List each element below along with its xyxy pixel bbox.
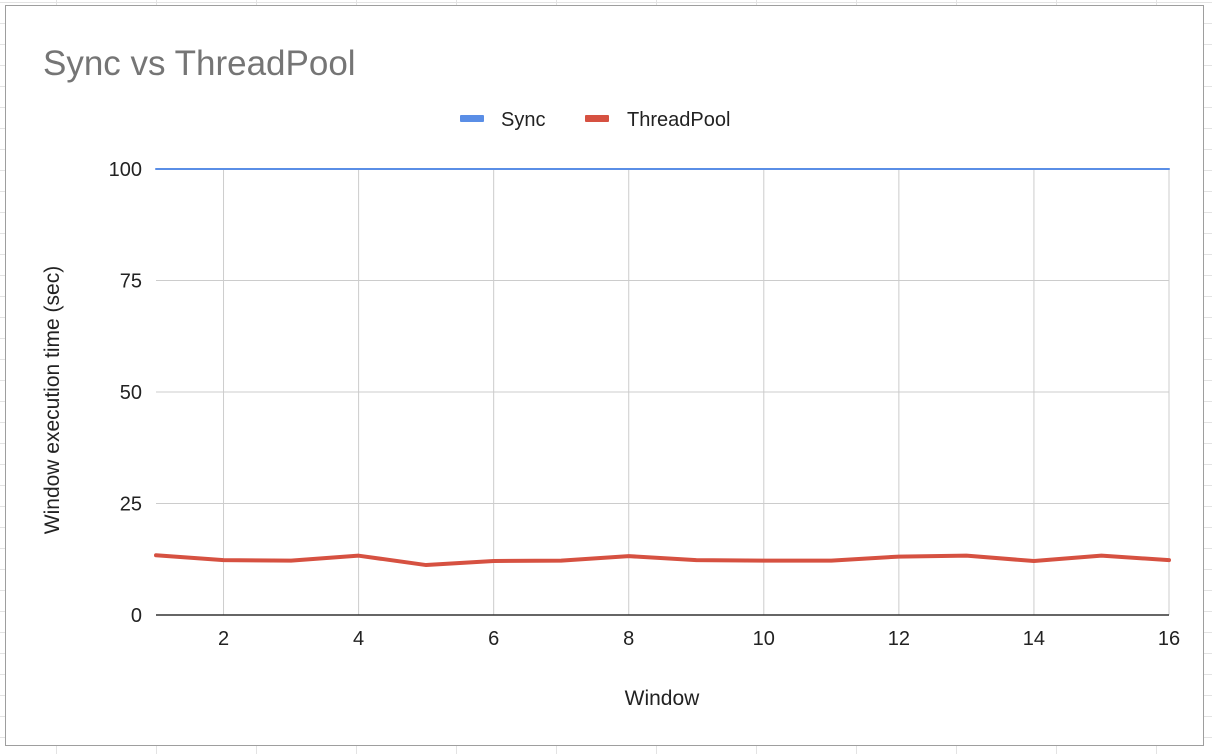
data-point-sync[interactable] [828, 166, 834, 172]
legend-swatch-threadpool [585, 115, 609, 122]
x-tick-label: 14 [1023, 628, 1045, 650]
data-point-threadpool[interactable] [1031, 558, 1037, 564]
data-point-threadpool[interactable] [693, 557, 699, 563]
y-axis-title: Window execution time (sec) [41, 266, 64, 534]
y-axis-ticks: 0 25 50 75 100 [109, 159, 142, 627]
plot-series [153, 166, 1172, 568]
legend-label-threadpool: ThreadPool [627, 109, 730, 131]
legend-item-threadpool[interactable]: ThreadPool [585, 109, 730, 131]
x-tick-label: 8 [623, 628, 634, 650]
x-axis-title: Window [625, 687, 701, 710]
data-point-sync[interactable] [153, 166, 159, 172]
data-point-sync[interactable] [491, 166, 497, 172]
data-point-sync[interactable] [693, 166, 699, 172]
x-tick-label: 4 [353, 628, 364, 650]
data-point-sync[interactable] [626, 166, 632, 172]
data-point-sync[interactable] [761, 166, 767, 172]
data-point-sync[interactable] [1166, 166, 1172, 172]
data-point-sync[interactable] [356, 166, 362, 172]
gridlines [156, 168, 1170, 615]
x-tick-label: 16 [1158, 628, 1180, 650]
data-point-threadpool[interactable] [1166, 557, 1172, 563]
data-point-sync[interactable] [896, 166, 902, 172]
data-point-threadpool[interactable] [221, 557, 227, 563]
data-point-threadpool[interactable] [423, 562, 429, 568]
legend-item-sync[interactable]: Sync [460, 109, 545, 131]
x-tick-label: 2 [218, 628, 229, 650]
data-point-sync[interactable] [558, 166, 564, 172]
data-point-threadpool[interactable] [828, 558, 834, 564]
legend: Sync ThreadPool [460, 109, 730, 131]
data-point-sync[interactable] [423, 166, 429, 172]
data-point-threadpool[interactable] [491, 558, 497, 564]
data-point-threadpool[interactable] [558, 558, 564, 564]
data-point-sync[interactable] [1098, 166, 1104, 172]
data-point-threadpool[interactable] [288, 558, 294, 564]
y-tick-label: 0 [131, 605, 142, 627]
legend-label-sync: Sync [501, 109, 545, 131]
data-point-threadpool[interactable] [963, 553, 969, 559]
data-point-threadpool[interactable] [153, 552, 159, 558]
legend-swatch-sync [460, 115, 484, 122]
data-point-sync[interactable] [288, 166, 294, 172]
chart-title: Sync vs ThreadPool [43, 44, 356, 83]
x-tick-label: 10 [753, 628, 775, 650]
x-tick-label: 6 [488, 628, 499, 650]
y-tick-label: 100 [109, 159, 142, 181]
y-tick-label: 25 [120, 494, 142, 516]
data-point-threadpool[interactable] [896, 554, 902, 560]
y-tick-label: 75 [120, 271, 142, 293]
x-axis-ticks: 2 4 6 8 10 12 14 16 [218, 628, 1180, 650]
data-point-sync[interactable] [1031, 166, 1037, 172]
data-point-threadpool[interactable] [356, 553, 362, 559]
data-point-sync[interactable] [221, 166, 227, 172]
x-tick-label: 12 [888, 628, 910, 650]
data-point-threadpool[interactable] [1098, 553, 1104, 559]
data-point-threadpool[interactable] [626, 553, 632, 559]
chart-container[interactable] [5, 5, 1204, 746]
series-line-threadpool[interactable] [154, 553, 1171, 568]
data-point-threadpool[interactable] [761, 558, 767, 564]
y-tick-label: 50 [120, 382, 142, 404]
data-point-sync[interactable] [963, 166, 969, 172]
